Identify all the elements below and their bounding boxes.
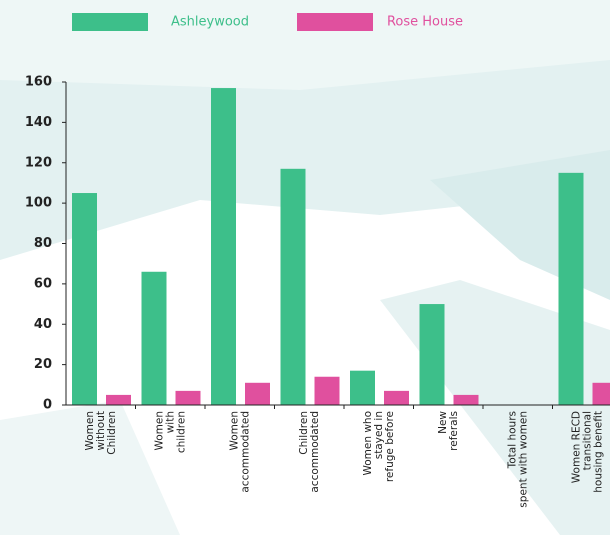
y-tick-label: 60 (34, 276, 52, 291)
legend-swatch (297, 13, 373, 31)
x-tick-label: Womenwithchildren (153, 411, 187, 453)
bar (350, 370, 375, 405)
legend: Ashleywood Rose House (72, 13, 463, 31)
bar (592, 382, 610, 405)
legend-label: Ashleywood (171, 15, 249, 30)
x-tick-label: WomenwithoutChildren (84, 411, 118, 455)
background-stroke (0, 400, 180, 535)
y-tick-label: 0 (43, 398, 52, 413)
x-tick-label: Women RECDtransitionalhousing benefit (570, 411, 604, 493)
plot-area: 0 20 40 60 80 100 120 140 160 WomenwithoutChildre… (25, 75, 610, 508)
background-stroke (0, 0, 610, 90)
x-tick-label: Total hoursspent with women (506, 411, 529, 508)
y-tick-label: 120 (25, 155, 52, 170)
bar (314, 376, 340, 405)
y-tick-label: 40 (34, 317, 52, 332)
bar (245, 382, 270, 405)
bar (453, 394, 479, 405)
legend-label: Rose House (387, 15, 463, 30)
y-tick-label: 20 (34, 357, 52, 372)
x-tick-label: Newreferals (437, 411, 460, 451)
bar (419, 304, 445, 405)
y-tick-label: 80 (34, 236, 52, 251)
bar (175, 390, 201, 405)
y-tick-label: 140 (25, 115, 52, 130)
bar (211, 88, 236, 406)
bar (558, 172, 584, 405)
y-tick-label: 160 (25, 75, 52, 90)
y-tick-label: 100 (25, 196, 52, 211)
bar (280, 168, 306, 405)
x-tick-label: Womenaccommodated (228, 411, 251, 493)
bar (72, 193, 97, 405)
x-tick-label: Childrenaccommodated (298, 411, 321, 493)
x-tick-label: Women whostayed inrefuge before (362, 411, 396, 482)
bar (141, 271, 167, 405)
legend-swatch (72, 13, 148, 31)
bar (384, 390, 409, 405)
bar (106, 394, 131, 405)
